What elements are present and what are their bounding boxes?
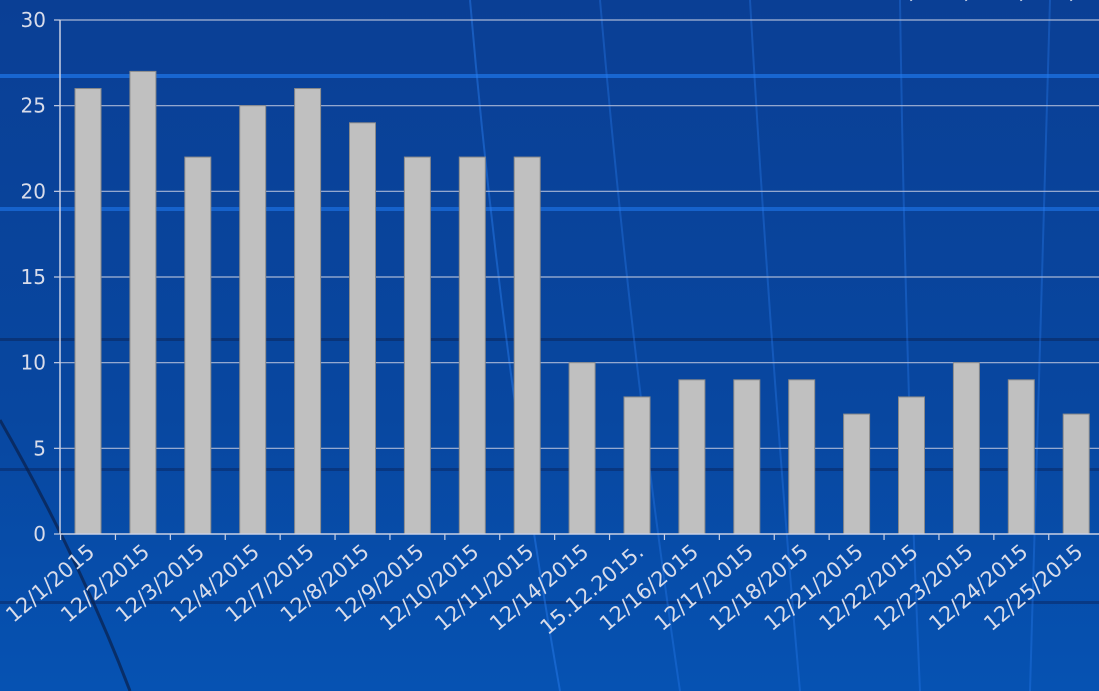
y-tick-label: 30 (21, 8, 46, 32)
y-tick-label: 10 (21, 351, 46, 375)
bar (733, 379, 761, 535)
bar (623, 396, 651, 535)
bar (458, 156, 486, 535)
y-axis-ticks: 0 5 10 15 20 25 30 (21, 8, 60, 546)
bar (788, 379, 816, 535)
bars (74, 70, 1090, 535)
bar (129, 70, 157, 535)
y-tick-label: 20 (21, 179, 46, 203)
bar (513, 156, 541, 535)
y-tick-label: 25 (21, 94, 46, 118)
bar (678, 379, 706, 535)
bar (1062, 413, 1090, 535)
bar (294, 88, 322, 535)
bar (239, 105, 267, 535)
bar (898, 396, 925, 535)
bar (74, 88, 102, 535)
bar (1007, 379, 1035, 535)
bar (349, 122, 376, 535)
bar (843, 413, 871, 535)
bar (952, 362, 980, 535)
y-tick-label: 5 (33, 436, 46, 460)
y-tick-label: 0 (33, 522, 46, 546)
bar (184, 156, 212, 535)
bar (403, 156, 431, 535)
y-tick-label: 15 (21, 265, 46, 289)
bar (568, 362, 596, 535)
